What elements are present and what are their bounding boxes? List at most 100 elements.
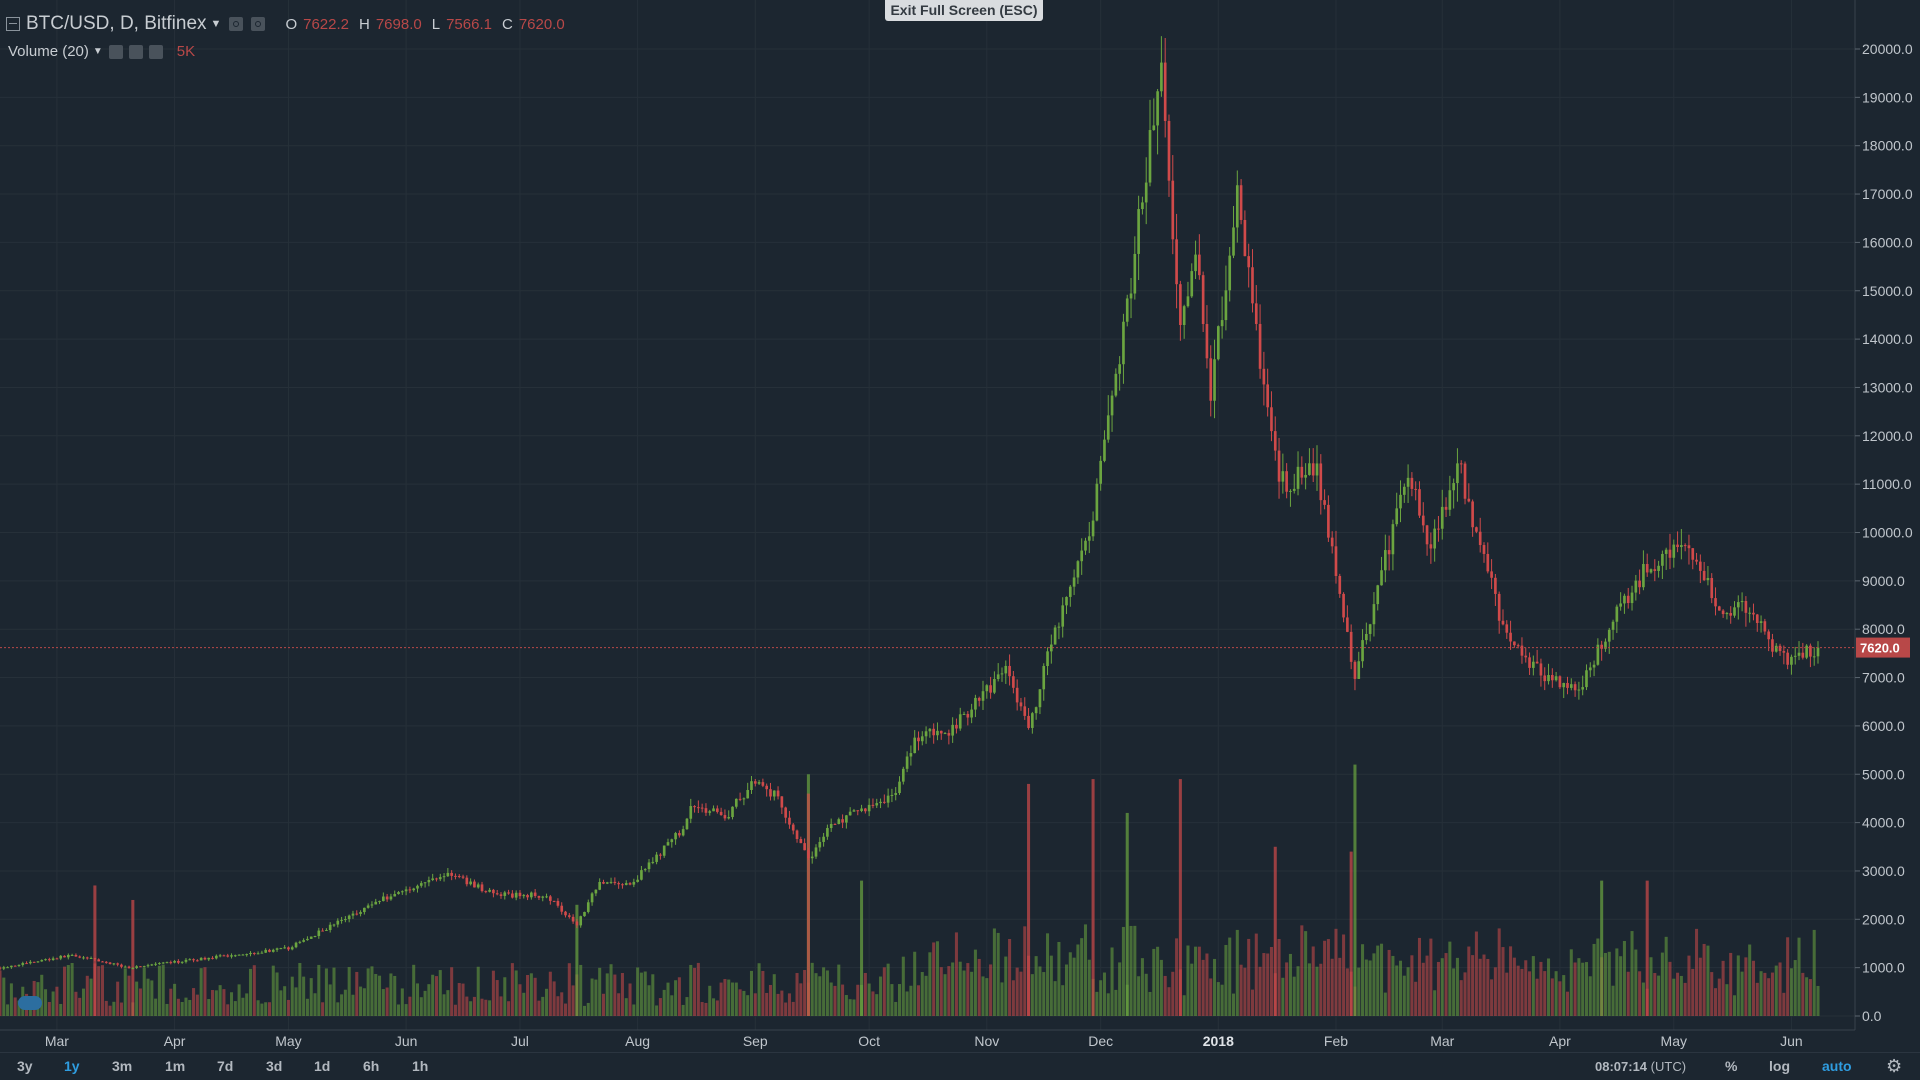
candle — [541, 895, 545, 902]
candle-body — [575, 921, 579, 926]
candle — [408, 886, 412, 894]
volume-bar — [1421, 962, 1425, 1016]
candle-body — [309, 936, 313, 939]
volume-spike — [1027, 783, 1031, 1016]
caret-down-icon[interactable]: ▼ — [210, 18, 222, 30]
candle-body — [1084, 540, 1087, 551]
range-button-3m[interactable]: 3m — [112, 1058, 133, 1074]
candle — [1456, 448, 1459, 502]
candle-body — [1809, 645, 1812, 657]
candle — [423, 882, 427, 888]
exit-fullscreen-button[interactable]: Exit Full Screen (ESC) — [885, 0, 1043, 21]
range-button-1h[interactable]: 1h — [412, 1058, 429, 1074]
candle-body — [1513, 641, 1516, 646]
settings-icon[interactable] — [251, 17, 266, 31]
volume-bar — [85, 975, 89, 1016]
volume-bar — [1695, 928, 1699, 1016]
candle — [1262, 351, 1266, 406]
symbol-label[interactable]: BTC/USD, D, Bitfinex — [26, 13, 207, 34]
candle — [1410, 472, 1414, 497]
volume-bar — [1448, 941, 1452, 1016]
candle — [1467, 483, 1471, 503]
candle — [1038, 689, 1042, 715]
candle-body — [886, 795, 890, 803]
volume-bar — [799, 983, 803, 1016]
volume-close-icon[interactable] — [148, 44, 163, 59]
candle-body — [1418, 489, 1421, 516]
candle — [586, 899, 590, 914]
range-button-7d[interactable]: 7d — [217, 1058, 234, 1074]
range-button-6h[interactable]: 6h — [363, 1058, 380, 1074]
candle-body — [1482, 545, 1486, 554]
candle-body — [681, 829, 685, 836]
volume-settings-icon[interactable] — [128, 44, 143, 59]
time-axis[interactable]: Mar Apr May Jun Jul Aug Sep Oct Nov Dec 2018 Feb Mar… — [45, 1033, 1803, 1049]
x-tick-label: Mar — [45, 1033, 69, 1049]
candle-body — [894, 793, 898, 795]
range-button-3d[interactable]: 3d — [266, 1058, 283, 1074]
gear-icon[interactable]: ⚙ — [1886, 1056, 1903, 1076]
candle — [1440, 489, 1444, 540]
candle-body — [1588, 667, 1592, 671]
candle — [1437, 515, 1440, 542]
volume-label[interactable]: Volume (20) — [8, 43, 89, 60]
volume-bar — [1630, 931, 1634, 1016]
candle — [746, 782, 750, 799]
volume-bar — [863, 972, 867, 1016]
price-axis[interactable]: 20000.019000.018000.017000.016000.015000… — [1855, 41, 1913, 1024]
auto-toggle[interactable]: auto — [1822, 1058, 1852, 1074]
candle — [678, 830, 681, 838]
candle-body — [727, 817, 731, 819]
candle-body — [814, 847, 818, 857]
candle — [1277, 437, 1281, 499]
volume-bar — [453, 1004, 457, 1016]
range-button-1y[interactable]: 1y — [64, 1058, 80, 1074]
utc-clock[interactable]: 08:07:14 (UTC) — [1595, 1059, 1686, 1074]
candle — [1793, 646, 1797, 665]
log-toggle[interactable]: log — [1769, 1058, 1790, 1074]
candle — [1532, 655, 1535, 676]
candle — [1786, 649, 1789, 670]
volume-eye-icon[interactable] — [108, 44, 123, 59]
candle-body — [1790, 656, 1793, 665]
candle-body — [970, 709, 973, 718]
candle-body — [1072, 577, 1076, 587]
volume-bar — [795, 973, 799, 1016]
volume-bar — [545, 988, 549, 1016]
collapse-icon[interactable] — [6, 17, 20, 31]
candle — [1209, 345, 1213, 417]
candle-body — [1645, 564, 1649, 573]
range-button-1d[interactable]: 1d — [314, 1058, 331, 1074]
candle-body — [173, 961, 176, 963]
eye-icon[interactable] — [229, 17, 244, 31]
price-chart[interactable]: 20000.019000.018000.017000.016000.015000… — [0, 0, 1920, 1052]
candle-body — [955, 724, 958, 729]
volume-bar — [1398, 960, 1403, 1016]
candle — [104, 961, 108, 964]
range-button-1m[interactable]: 1m — [165, 1058, 186, 1074]
range-button-3y[interactable]: 3y — [17, 1058, 33, 1074]
volume-bar — [233, 1001, 237, 1016]
candle-body — [1649, 569, 1653, 573]
volume-bar — [1603, 952, 1607, 1016]
volume-bar — [1581, 962, 1585, 1016]
volume-bar — [404, 1004, 408, 1016]
x-tick-label: Apr — [164, 1033, 186, 1049]
volume-bar — [734, 982, 738, 1016]
candle — [1801, 642, 1805, 660]
candle — [1710, 573, 1714, 604]
volume-caret-icon[interactable]: ▼ — [92, 46, 103, 57]
percent-toggle[interactable]: % — [1725, 1058, 1738, 1074]
volume-bar — [1190, 963, 1194, 1016]
volume-bar — [104, 1000, 108, 1016]
candle — [518, 890, 522, 900]
candle — [1315, 445, 1319, 491]
candle — [446, 868, 450, 878]
candle — [1505, 620, 1509, 639]
candle — [640, 865, 643, 881]
candle — [495, 889, 499, 896]
candle — [719, 807, 723, 816]
volume-bar — [150, 980, 154, 1016]
volume-bar — [1057, 941, 1061, 1016]
candle-body — [351, 913, 355, 916]
